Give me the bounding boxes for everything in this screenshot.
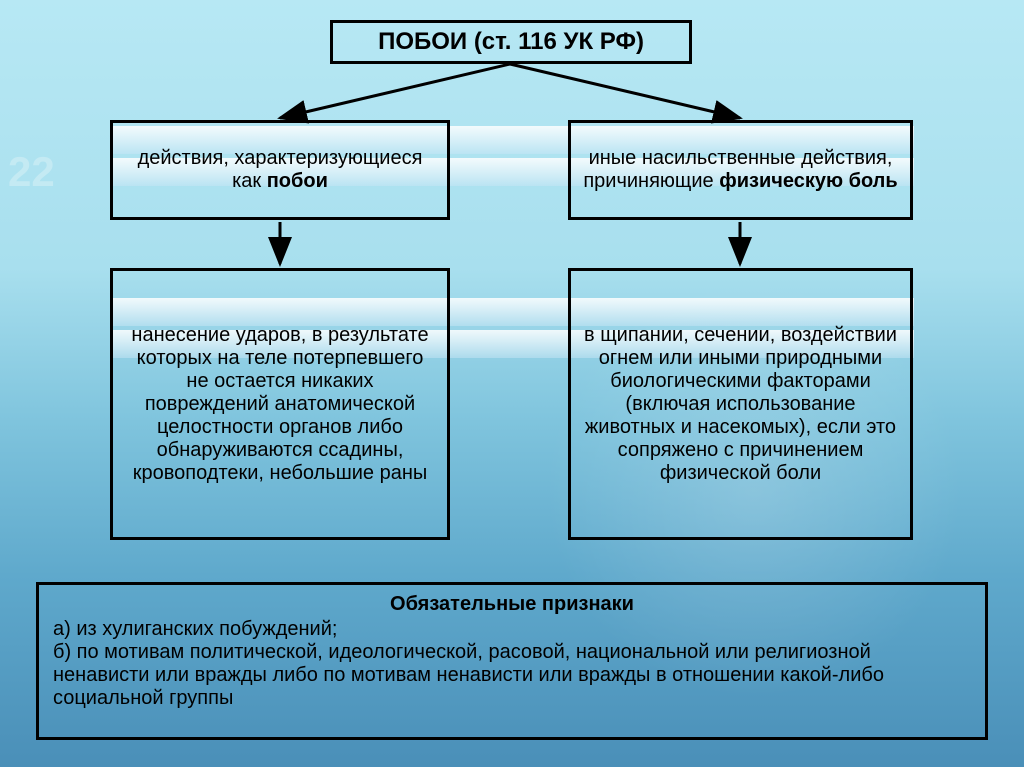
left-body-text: нанесение ударов, в результате которых н… [123,324,437,485]
right-header-bold: физическую боль [719,170,897,192]
left-header-text: действия, характеризующиеся как побои [123,147,437,193]
left-header-bold: побои [267,170,328,192]
right-body-text: в щипании, сечении, воздействии огнем ил… [581,324,900,485]
left-header-box: действия, характеризующиеся как побои [110,120,450,220]
mandatory-title: Обязательные признаки [53,593,971,616]
right-header-box: иные насильственные действия, причиняющи… [568,120,913,220]
right-body-box: в щипании, сечении, воздействии огнем ил… [568,268,913,540]
slide-number: 22 [8,148,55,196]
title-text: ПОБОИ (ст. 116 УК РФ) [378,28,644,57]
mandatory-box: Обязательные признаки а) из хулиганских … [36,582,988,740]
right-header-text: иные насильственные действия, причиняющи… [581,147,900,193]
mandatory-item-b: б) по мотивам политической, идеологическ… [53,641,971,710]
title-box: ПОБОИ (ст. 116 УК РФ) [330,20,692,64]
mandatory-item-a: а) из хулиганских побуждений; [53,618,971,641]
left-body-box: нанесение ударов, в результате которых н… [110,268,450,540]
